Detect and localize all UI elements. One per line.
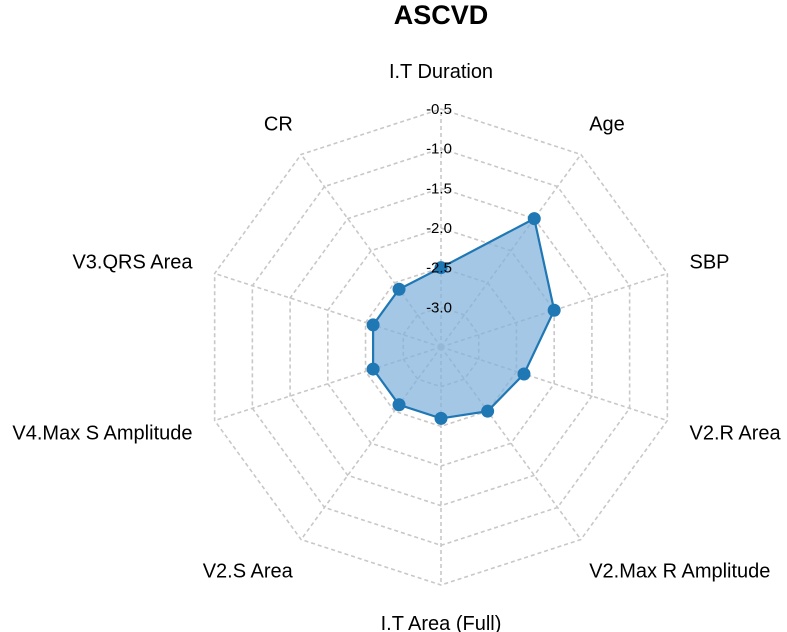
series-area — [371, 216, 556, 420]
data-point — [434, 411, 448, 425]
axis-label: I.T Area (Full) — [381, 613, 502, 632]
grid-spoke — [440, 153, 582, 348]
tick-label: -2.0 — [426, 220, 452, 237]
axis-label: V4.Max S Amplitude — [12, 422, 192, 444]
grid-ring — [289, 187, 593, 507]
chart-title: ASCVD — [394, 0, 489, 30]
axis-label: V2.S Area — [203, 560, 294, 582]
axis-label: I.T Duration — [389, 61, 493, 83]
grid-spoke — [300, 153, 442, 348]
data-point — [527, 212, 541, 226]
axis-label: V2.R Area — [689, 422, 781, 444]
tick-label: -3.0 — [426, 299, 452, 316]
data-point — [434, 261, 448, 275]
data-point — [366, 362, 380, 376]
data-point — [392, 282, 406, 296]
radial-tick-labels: -0.5 -1.0 -1.5 -2.0 -2.5 -3.0 — [426, 101, 452, 316]
grid-spoke — [214, 272, 442, 348]
data-point — [366, 318, 380, 332]
data-point — [517, 367, 531, 381]
grid-spoke — [214, 346, 442, 422]
grid-spoke — [440, 346, 668, 422]
axis-label: SBP — [689, 252, 729, 274]
tick-label: -1.5 — [426, 180, 452, 197]
data-point — [392, 398, 406, 412]
radar-series — [366, 212, 561, 425]
axis-label: V2.Max R Amplitude — [589, 560, 770, 582]
data-point — [547, 303, 561, 317]
data-point — [481, 404, 495, 418]
axis-label: CR — [264, 114, 293, 136]
axis-label: V3.QRS Area — [72, 252, 193, 274]
axis-label: Age — [589, 114, 625, 136]
tick-label: -2.5 — [426, 260, 452, 277]
tick-label: -0.5 — [426, 101, 452, 118]
axis-labels: I.T Duration Age SBP V2.R Area V2.Max R Ampl… — [12, 61, 781, 632]
grid-ring — [213, 108, 669, 586]
tick-label: -1.0 — [426, 141, 452, 158]
grid-spoke — [300, 346, 442, 541]
grid-spoke — [440, 346, 582, 541]
